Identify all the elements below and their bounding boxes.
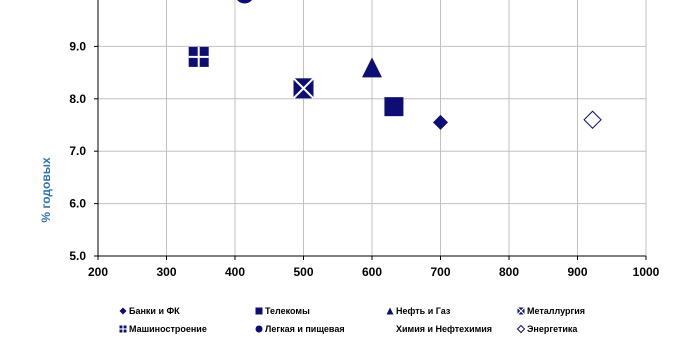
- legend-marker: [255, 325, 263, 333]
- data-points: [188, 0, 602, 130]
- x-tick-label: 500: [293, 265, 313, 279]
- legend-label: Энергетика: [527, 324, 578, 334]
- x-tick-label: 400: [225, 265, 245, 279]
- x-tick-label: 300: [156, 265, 176, 279]
- data-point: [237, 0, 252, 4]
- legend-item: Банки и ФК: [119, 306, 180, 316]
- legend-marker: [517, 307, 525, 315]
- legend-item: Металлургия: [517, 306, 585, 316]
- legend-marker: [386, 307, 394, 315]
- x-tick-label: 1000: [633, 265, 660, 279]
- data-point: [292, 77, 315, 100]
- legend-item: Химия и Нефтехимия: [396, 324, 492, 334]
- legend: Банки и ФК Телекомы Нефть и Газ Металлургия…: [119, 306, 585, 334]
- x-tick-label: 200: [88, 265, 108, 279]
- legend-item: Машиностроение: [119, 324, 207, 334]
- legend-label: Легкая и пищевая: [265, 324, 345, 334]
- legend-item: Телекомы: [255, 306, 310, 316]
- tick-labels: 200 300 400 500 600 700 800 900 1000 5.0 6.0 7.0 8.0…: [63, 0, 660, 279]
- y-tick-label: 8.0: [69, 92, 86, 106]
- y-tick-label: 6.0: [69, 197, 86, 211]
- legend-label: Металлургия: [527, 306, 585, 316]
- data-point: [583, 110, 602, 129]
- grid: [97, 0, 647, 257]
- data-point: [362, 57, 382, 78]
- legend-marker: [119, 307, 127, 315]
- x-tick-label: 800: [499, 265, 519, 279]
- y-tick-label: 5.0: [69, 249, 86, 263]
- legend-marker: [255, 307, 263, 315]
- legend-label: Машиностроение: [129, 324, 207, 334]
- data-point: [384, 97, 404, 117]
- legend-label: Телекомы: [265, 306, 310, 316]
- y-tick-label: 10.0: [63, 0, 87, 1]
- y-tick-label: 9.0: [69, 39, 86, 53]
- legend-marker: [119, 325, 127, 333]
- legend-item: Энергетика: [516, 324, 578, 334]
- x-tick-label: 900: [567, 265, 587, 279]
- legend-marker: [516, 324, 526, 334]
- legend-item: Нефть и Газ: [386, 306, 451, 316]
- x-tick-label: 600: [362, 265, 382, 279]
- y-axis-label: % годовых: [39, 157, 53, 223]
- legend-label: Банки и ФК: [129, 306, 180, 316]
- legend-item: Легкая и пищевая: [255, 324, 345, 334]
- y-tick-label: 7.0: [69, 144, 86, 158]
- data-point: [433, 114, 448, 130]
- legend-label: Химия и Нефтехимия: [396, 324, 492, 334]
- legend-label: Нефть и Газ: [396, 306, 451, 316]
- x-tick-label: 700: [430, 265, 450, 279]
- data-point: [188, 46, 209, 67]
- axes: [94, 0, 647, 260]
